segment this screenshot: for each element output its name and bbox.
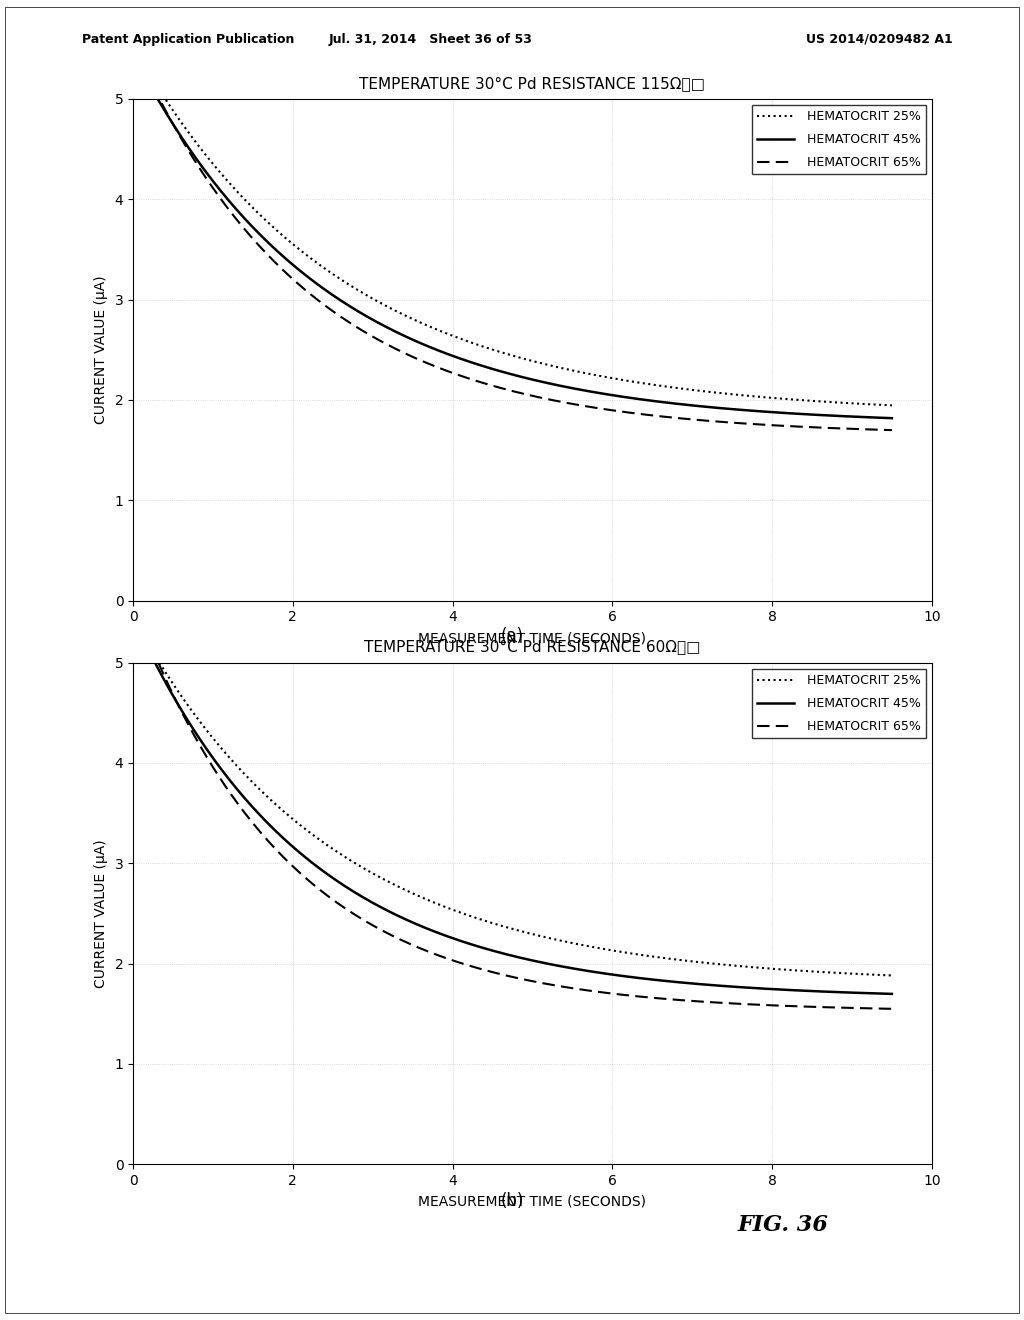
Text: Patent Application Publication: Patent Application Publication	[82, 33, 294, 46]
Text: US 2014/0209482 A1: US 2014/0209482 A1	[806, 33, 952, 46]
Y-axis label: CURRENT VALUE (μA): CURRENT VALUE (μA)	[93, 840, 108, 987]
Legend: HEMATOCRIT 25%, HEMATOCRIT 45%, HEMATOCRIT 65%: HEMATOCRIT 25%, HEMATOCRIT 45%, HEMATOCR…	[752, 106, 926, 174]
Title: TEMPERATURE 30°C Pd RESISTANCE 60Ω／□: TEMPERATURE 30°C Pd RESISTANCE 60Ω／□	[365, 639, 700, 655]
Text: FIG. 36: FIG. 36	[737, 1214, 828, 1236]
Legend: HEMATOCRIT 25%, HEMATOCRIT 45%, HEMATOCRIT 65%: HEMATOCRIT 25%, HEMATOCRIT 45%, HEMATOCR…	[752, 669, 926, 738]
Text: Jul. 31, 2014   Sheet 36 of 53: Jul. 31, 2014 Sheet 36 of 53	[328, 33, 532, 46]
Y-axis label: CURRENT VALUE (μA): CURRENT VALUE (μA)	[93, 276, 108, 424]
X-axis label: MEASUREMENT TIME (SECONDS): MEASUREMENT TIME (SECONDS)	[419, 1195, 646, 1209]
Text: (b): (b)	[501, 1192, 523, 1210]
Text: (a): (a)	[501, 627, 523, 645]
Title: TEMPERATURE 30°C Pd RESISTANCE 115Ω／□: TEMPERATURE 30°C Pd RESISTANCE 115Ω／□	[359, 75, 706, 91]
X-axis label: MEASUREMENT TIME (SECONDS): MEASUREMENT TIME (SECONDS)	[419, 631, 646, 645]
